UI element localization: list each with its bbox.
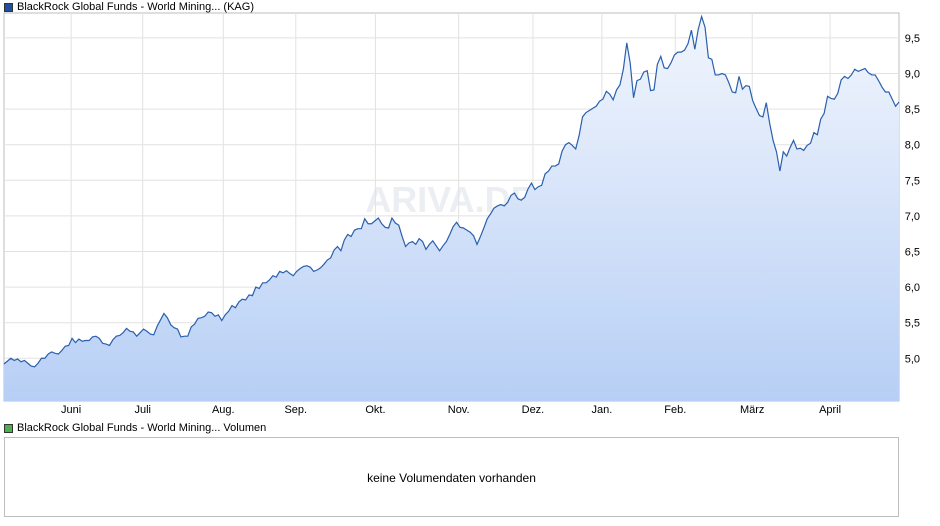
price-area <box>4 16 899 402</box>
volume-legend-swatch <box>4 423 13 433</box>
x-tick-label: Juli <box>134 404 151 416</box>
price-legend-label: BlackRock Global Funds - World Mining...… <box>17 1 254 13</box>
x-tick-label: Nov. <box>448 404 470 416</box>
x-tick-label: Aug. <box>212 404 235 416</box>
y-tick-label: 6,0 <box>905 282 920 294</box>
x-tick-label: Okt. <box>365 404 385 416</box>
y-tick-label: 9,5 <box>905 33 920 45</box>
x-tick-label: Jan. <box>591 404 612 416</box>
volume-empty-message: keine Volumendaten vorhanden <box>367 471 536 485</box>
price-line <box>3 14 900 368</box>
y-tick-label: 8,5 <box>905 104 920 116</box>
y-tick-label: 6,5 <box>905 246 920 258</box>
price-legend: BlackRock Global Funds - World Mining...… <box>4 1 254 13</box>
x-tick-label: Juni <box>61 404 81 416</box>
y-tick-label: 7,5 <box>905 175 920 187</box>
y-tick-label: 5,5 <box>905 318 920 330</box>
y-axis: 5,0 5,5 6,0 6,5 7,0 7,5 8,0 8,5 9,0 9,5 <box>905 33 920 365</box>
x-tick-label: Feb. <box>664 404 686 416</box>
x-tick-label: Sep. <box>284 404 307 416</box>
volume-legend-label: BlackRock Global Funds - World Mining...… <box>17 422 267 434</box>
y-tick-label: 9,0 <box>905 69 920 81</box>
price-chart: ARIVA.DE 5,05,56,06,57,07,58,08,59,09,5 … <box>3 12 920 416</box>
volume-panel: keine Volumendaten vorhanden <box>4 437 899 517</box>
y-tick-label: 8,0 <box>905 140 920 152</box>
y-tick-label: 5,0 <box>905 353 920 365</box>
y-tick-label: 7,0 <box>905 211 920 223</box>
price-legend-swatch <box>4 2 13 12</box>
x-tick-label: März <box>740 404 764 416</box>
volume-legend: BlackRock Global Funds - World Mining...… <box>4 422 266 434</box>
x-tick-label: Dez. <box>522 404 545 416</box>
x-tick-label: April <box>819 404 841 416</box>
x-axis: Juni Juli Aug. Sep. Okt. Nov. Dez. Jan. Feb. März… <box>61 404 841 416</box>
